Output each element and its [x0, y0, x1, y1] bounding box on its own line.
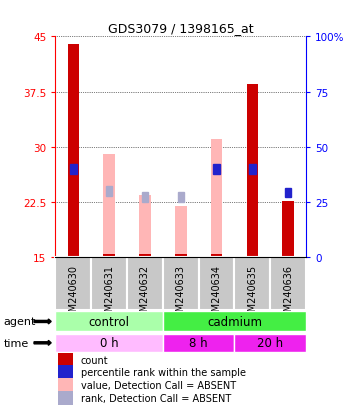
Bar: [270, 258, 306, 311]
Bar: [68, 45, 79, 258]
Text: GSM240636: GSM240636: [283, 264, 293, 323]
Text: percentile rank within the sample: percentile rank within the sample: [81, 368, 246, 377]
Bar: [106, 187, 112, 197]
Text: GSM240633: GSM240633: [176, 264, 186, 323]
Bar: [178, 192, 184, 202]
Bar: [163, 258, 199, 311]
Bar: [58, 378, 73, 393]
Bar: [139, 195, 151, 258]
Bar: [163, 334, 234, 352]
Bar: [70, 164, 77, 174]
Text: 20 h: 20 h: [257, 336, 283, 349]
Bar: [163, 312, 306, 332]
Text: GSM240634: GSM240634: [212, 264, 222, 323]
Bar: [142, 192, 148, 202]
Bar: [175, 206, 187, 258]
Title: GDS3079 / 1398165_at: GDS3079 / 1398165_at: [108, 21, 253, 35]
Bar: [234, 258, 270, 311]
Text: GSM240635: GSM240635: [247, 264, 257, 323]
Bar: [91, 258, 127, 311]
Bar: [55, 312, 163, 332]
Bar: [234, 334, 306, 352]
Text: GSM240631: GSM240631: [104, 264, 114, 323]
Bar: [139, 255, 151, 258]
Bar: [103, 155, 115, 258]
Bar: [175, 255, 187, 258]
Bar: [58, 352, 73, 368]
Bar: [211, 255, 222, 258]
Bar: [199, 258, 234, 311]
Bar: [58, 365, 73, 380]
Text: value, Detection Call = ABSENT: value, Detection Call = ABSENT: [81, 380, 236, 390]
Text: GSM240630: GSM240630: [68, 264, 78, 323]
Text: time: time: [4, 338, 29, 348]
Bar: [55, 258, 91, 311]
Text: count: count: [81, 355, 108, 365]
Text: 8 h: 8 h: [189, 336, 208, 349]
Bar: [211, 140, 222, 258]
Bar: [282, 202, 294, 258]
Text: agent: agent: [4, 317, 36, 327]
Bar: [249, 164, 256, 174]
Bar: [285, 188, 291, 198]
Bar: [103, 255, 115, 258]
Bar: [55, 334, 163, 352]
Bar: [213, 164, 220, 174]
Text: cadmium: cadmium: [207, 315, 262, 328]
Text: GSM240632: GSM240632: [140, 264, 150, 323]
Bar: [127, 258, 163, 311]
Bar: [58, 391, 73, 406]
Text: 0 h: 0 h: [100, 336, 118, 349]
Text: rank, Detection Call = ABSENT: rank, Detection Call = ABSENT: [81, 393, 231, 404]
Text: control: control: [89, 315, 130, 328]
Bar: [247, 85, 258, 258]
